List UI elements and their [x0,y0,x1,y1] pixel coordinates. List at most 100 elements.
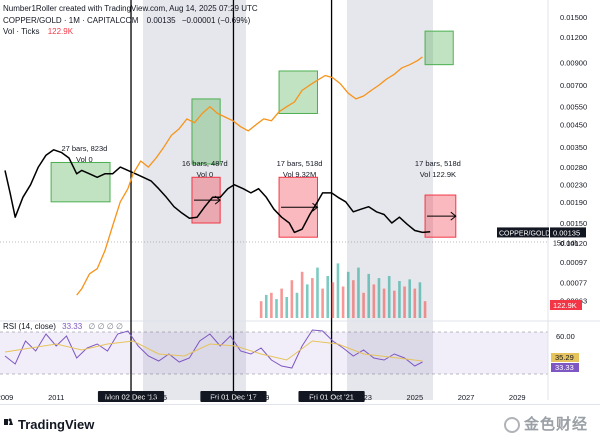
volume-bar [270,292,273,318]
volume-bar [321,288,324,318]
vertical-line-layer: Mon 02 Dec '13 Fri 01 Dec '17 Fri 01 Oct '… [97,0,365,402]
volume-bar [326,276,330,318]
volume-bar [300,271,304,318]
symbol-tag-label: COPPER/GOLD [499,230,550,237]
time-tick-label: 2011 [48,393,64,402]
vertical-marker-label: Fri 01 Dec '17 [210,393,256,402]
measure-volume-label: Vol 0 [76,155,93,164]
volume-bar [418,282,422,318]
rsi-legend[interactable]: RSI (14, close) 33.33 ∅ ∅ ∅ ∅ [3,322,123,331]
measure-arrowhead [214,195,221,205]
rsi-label: RSI (14, close) [3,322,56,331]
time-tick-label: 2023 [355,393,372,402]
volume-bar [259,301,263,318]
price-tick-label: 0.00230 [560,181,587,190]
volume-bar [413,288,417,318]
price-tick-label: 0.00900 [560,59,587,68]
volume-bar [285,297,289,318]
volume-layer [259,263,427,318]
rsi-line [4,329,423,369]
green-range-box [191,98,221,165]
symbol-legend[interactable]: COPPER/GOLD · 1M · CAPITALCOM 0.00135 −0… [3,16,250,25]
volume-bar [398,281,401,318]
volume-bar [372,284,376,318]
price-tick-label: 0.00700 [560,81,587,90]
rsi-ma-tag: 35.29 [555,353,574,362]
volume-bar [316,267,319,318]
measure-volume-label: Vol 122.9K [420,170,456,179]
price-tick-label: 0.00120 [560,239,587,248]
volume-bar [336,263,340,318]
watermark-icon [503,417,520,434]
volume-bar [275,299,278,318]
green-range-box [424,30,454,66]
green-range-box [278,70,318,114]
price-tick-label: 0.00077 [560,279,587,288]
measure-arrowhead [312,202,319,212]
volume-bar [305,284,309,318]
volume-bar [352,280,355,318]
measure-bars-label: 17 bars, 518d [415,159,461,168]
price-tick-label: 0.01200 [560,33,587,42]
symbol-name: COPPER/GOLD · 1M · CAPITALCOM [3,16,139,25]
volume-bar [423,301,427,318]
volume-bar [367,273,371,318]
price-tick-label: 0.00190 [560,198,587,207]
volume-bar [341,286,345,318]
price-tick-label: 0.00550 [560,103,587,112]
rsi-value: 33.33 [62,322,83,331]
time-tick-label: 2019 [253,393,270,402]
vertical-marker-label: Fri 01 Oct '21 [309,393,354,402]
price-tick-label: 0.00097 [560,258,587,267]
volume-legend[interactable]: Vol · Ticks 122.9K [3,27,73,36]
time-tick-label: 2015 [150,393,167,402]
vertical-marker-label-bg [298,391,365,402]
vertical-marker-label-bg [97,391,165,402]
price-tick-label: 0.00350 [560,143,587,152]
price-tag-countdown: 15d 14h [553,240,578,247]
price-axis[interactable]: 0.01500 0.01200 0.00900 0.00700 0.00550 0.004… [560,13,587,306]
watermark-text: 金色财经 [523,416,588,433]
volume-bar [290,280,294,318]
price-tag-bg [550,227,586,238]
measurement-layer: 27 bars, 823d Vol 0 16 bars, 487d Vol 0 17 b… [61,144,461,221]
time-tick-label: 2013 [99,393,116,402]
green-range-box [50,161,111,203]
time-tick-label: 2021 [304,393,321,402]
volume-bar [357,267,360,318]
rectangle-layer [50,30,457,238]
gold-curve-line [76,56,423,296]
volume-bar [295,292,299,318]
chart-background [0,0,600,400]
measure-volume-label: Vol 0 [196,170,213,179]
volume-label: Vol · Ticks [3,27,40,36]
rsi-na: ∅ ∅ ∅ ∅ [88,322,123,331]
tradingview-logo-icon [4,418,13,425]
rsi-ma-tag-bg [551,353,579,362]
time-axis[interactable]: 2009 2011 2013 2015 2017 2019 2021 2023 2025 2027… [0,393,526,402]
time-tick-label: 2029 [509,393,526,402]
time-tick-label: 2017 [202,393,219,402]
price-tick-label: 0.01500 [560,13,587,22]
volume-bar [387,276,391,318]
volume-bar [331,282,335,318]
price-tick-label: 0.00280 [560,163,587,172]
measure-arrowhead [450,211,457,221]
volume-bar [346,271,350,318]
volume-bar [362,292,365,318]
measure-bars-label: 17 bars, 518d [277,159,323,168]
volume-bar [377,278,381,318]
measure-bars-label: 27 bars, 823d [61,144,107,153]
volume-bar [280,288,283,318]
measure-volume-label: Vol 9.32M [283,170,316,179]
rsi-last-tag: 33.33 [555,363,574,372]
rsi-ma-line [4,340,423,362]
tradingview-brand[interactable]: TradingView [18,417,95,432]
measure-bars-label: 16 bars, 487d [182,159,228,168]
created-by-text: Number1Roller created with TradingView.c… [3,4,258,13]
symbol-price: 0.00135 [146,16,176,25]
rsi-band [0,332,548,374]
volume-bar [382,288,386,318]
